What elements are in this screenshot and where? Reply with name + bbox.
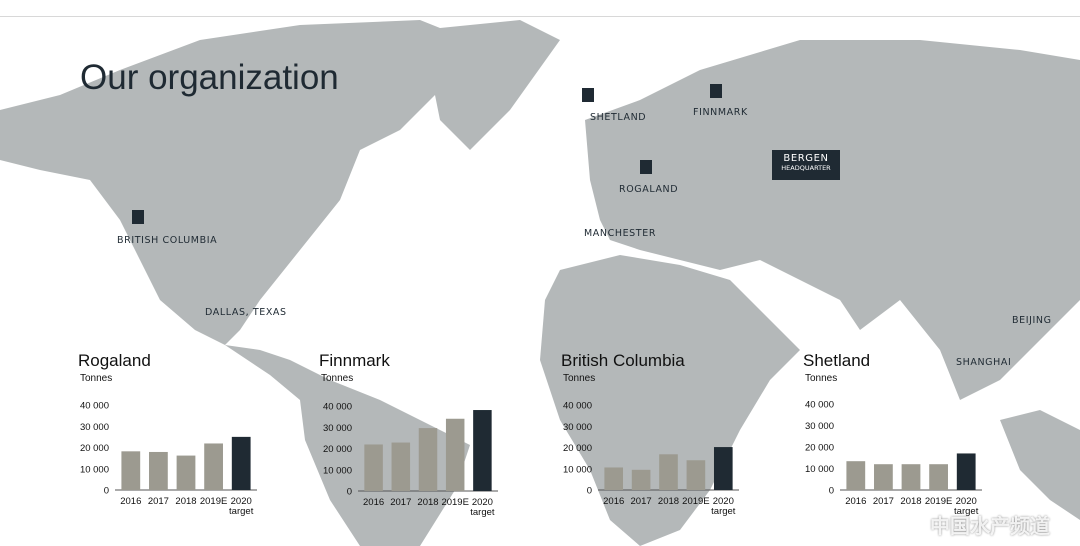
bar: [364, 444, 383, 491]
map-label-shetland: SHETLAND: [590, 112, 647, 123]
map-label-dallas: DALLAS, TEXAS: [205, 307, 287, 318]
x-tick-label: 2020: [713, 496, 734, 507]
chart-unit-label: Tonnes: [321, 373, 354, 384]
chart-title: British Columbia: [561, 351, 685, 370]
bar: [713, 447, 733, 490]
bar: [604, 467, 624, 490]
x-tick-label: 2016: [603, 496, 624, 507]
y-tick-label: 30 000: [805, 421, 834, 432]
grieg-logo-icon: [582, 88, 594, 102]
bar: [176, 455, 196, 490]
x-tick-label: 2017: [148, 496, 169, 507]
bar: [956, 453, 976, 490]
y-tick-label: 10 000: [563, 464, 592, 475]
bar: [149, 451, 168, 490]
bar: [445, 418, 465, 491]
map-label-british-columbia: BRITISH COLUMBIA: [117, 235, 218, 246]
x-tick-label: 2019E: [441, 497, 468, 508]
bar: [659, 454, 678, 490]
y-tick-label: 0: [347, 487, 352, 498]
x-tick-label: 2016: [845, 496, 866, 507]
x-tick-label: 2018: [658, 496, 679, 507]
bar: [391, 442, 411, 491]
map-label-headquarter: HEADQUARTER: [781, 164, 831, 172]
y-tick-label: 40 000: [323, 402, 352, 413]
y-tick-label: 0: [104, 486, 109, 497]
bar: [631, 469, 651, 490]
y-tick-label: 10 000: [80, 464, 109, 475]
y-tick-label: 0: [587, 486, 592, 497]
watermark: 中国水产频道: [930, 516, 1050, 538]
x-tick-label: 2018: [900, 496, 921, 507]
y-tick-label: 20 000: [563, 443, 592, 454]
bergen-headquarter-box: BERGEN HEADQUARTER: [772, 150, 840, 180]
y-tick-label: 10 000: [323, 465, 352, 476]
bar: [121, 451, 141, 490]
bar: [231, 436, 251, 490]
chart-title: Finnmark: [319, 351, 390, 370]
y-tick-label: 10 000: [805, 464, 834, 475]
chart-unit-label: Tonnes: [805, 373, 838, 384]
y-tick-label: 40 000: [805, 400, 834, 411]
chart-unit-label: Tonnes: [563, 373, 596, 384]
bar: [418, 428, 438, 491]
page-title: Our organization: [80, 58, 339, 97]
map-label-bergen: BERGEN: [783, 153, 829, 164]
bar: [901, 464, 921, 490]
bar: [874, 464, 893, 490]
y-tick-label: 0: [829, 486, 834, 497]
bar: [204, 443, 223, 490]
bar: [929, 464, 948, 490]
x-tick-label: 2019E: [682, 496, 709, 507]
map-label-rogaland: ROGALAND: [619, 184, 679, 195]
y-tick-label: 30 000: [80, 422, 109, 433]
x-tick-label: 2020: [231, 496, 252, 507]
chart-title: Rogaland: [78, 351, 151, 370]
x-tick-label: 2017: [390, 497, 411, 508]
map-label-manchester: MANCHESTER: [584, 228, 657, 239]
map-label-beijing: BEIJING: [1012, 315, 1052, 326]
x-tick-label: target: [711, 506, 736, 517]
x-tick-label: target: [470, 507, 495, 518]
y-tick-label: 40 000: [80, 401, 109, 412]
x-tick-label: 2020: [956, 496, 977, 507]
x-tick-label: 2019E: [200, 496, 227, 507]
y-tick-label: 20 000: [80, 443, 109, 454]
x-tick-label: target: [229, 506, 254, 517]
bar: [473, 410, 492, 491]
x-tick-label: 2017: [631, 496, 652, 507]
chart-unit-label: Tonnes: [80, 373, 113, 384]
chart-title: Shetland: [803, 351, 871, 370]
bar: [686, 460, 706, 490]
x-tick-label: 2016: [363, 497, 384, 508]
map-label-finnmark: FINNMARK: [693, 107, 748, 118]
grieg-logo-icon: [710, 84, 722, 98]
grieg-logo-icon: [640, 160, 652, 174]
top-divider: [0, 16, 1080, 17]
x-tick-label: 2018: [175, 496, 196, 507]
x-tick-label: 2019E: [925, 496, 952, 507]
y-tick-label: 20 000: [323, 444, 352, 455]
x-tick-label: target: [954, 506, 979, 517]
grieg-logo-icon: [132, 210, 144, 224]
x-tick-label: 2016: [120, 496, 141, 507]
x-tick-label: 2018: [417, 497, 438, 508]
y-tick-label: 30 000: [323, 423, 352, 434]
map-label-shanghai: SHANGHAI: [956, 357, 1012, 368]
bar: [846, 461, 866, 490]
x-tick-label: 2017: [873, 496, 894, 507]
y-tick-label: 30 000: [563, 422, 592, 433]
y-tick-label: 20 000: [805, 443, 834, 454]
y-tick-label: 40 000: [563, 401, 592, 412]
x-tick-label: 2020: [472, 497, 493, 508]
